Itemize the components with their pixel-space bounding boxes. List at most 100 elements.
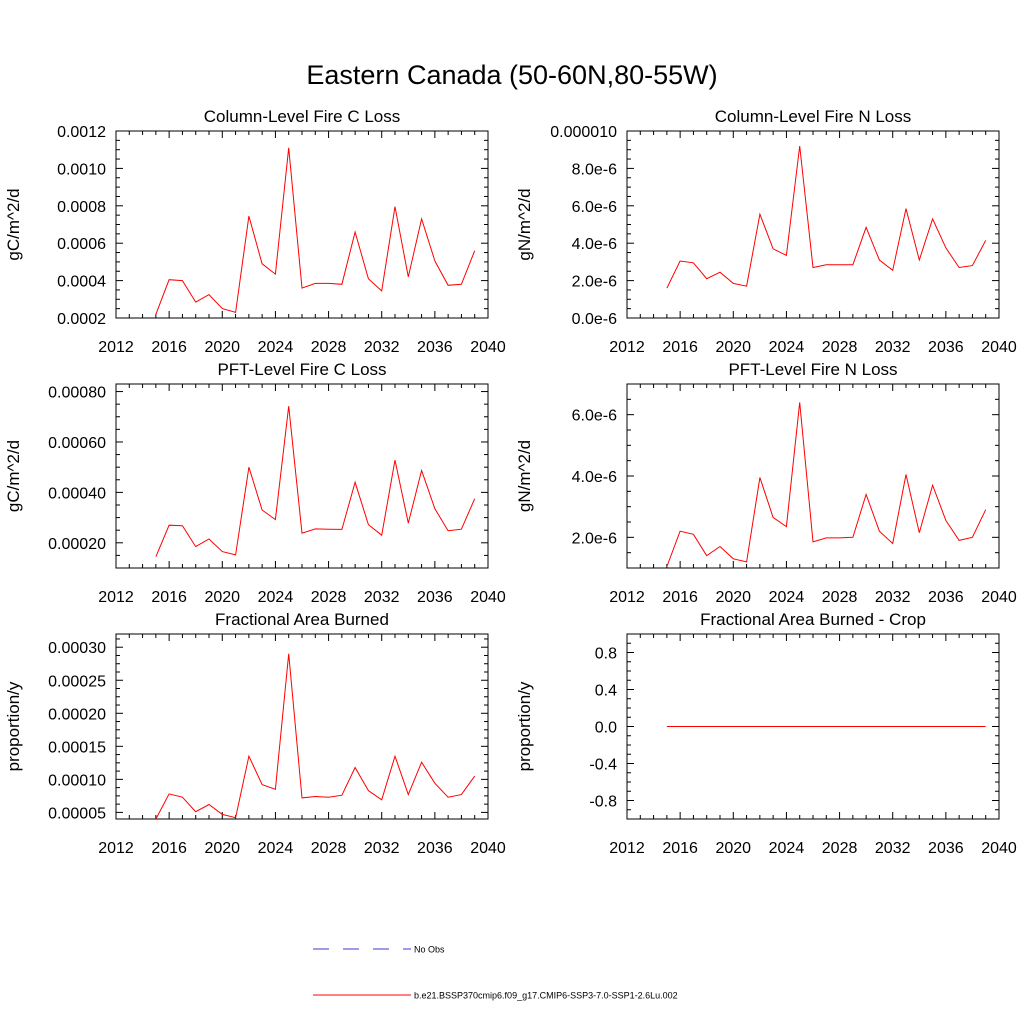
x-tick-label: 2036 [417, 840, 453, 857]
x-tick-label: 2024 [258, 589, 294, 606]
x-tick-label: 2036 [417, 339, 453, 356]
x-tick-label: 2016 [151, 339, 187, 356]
y-tick-label: 0.0e-6 [572, 311, 617, 328]
x-tick-label: 2028 [311, 339, 347, 356]
series-line [155, 406, 476, 557]
x-tick-label: 2020 [715, 339, 751, 356]
legend-label: b.e21.BSSP370cmip6.f09_g17.CMIP6-SSP3-7.… [414, 991, 678, 1001]
y-tick-label: 2.0e-6 [572, 530, 617, 547]
x-tick-label: 2028 [822, 840, 858, 857]
panel-title: Fractional Area Burned [215, 610, 389, 629]
plot-frame [626, 130, 1000, 319]
x-tick-label: 2016 [151, 589, 187, 606]
x-tick-label: 2024 [769, 589, 805, 606]
chart-panel-4: PFT-Level Fire N Loss gN/m^2/d 2012 2016 202… [515, 360, 1017, 606]
chart-panel-6: Fractional Area Burned - Crop proportion/… [515, 610, 1017, 857]
y-tick-label: -0.8 [589, 794, 617, 811]
x-tick-label: 2020 [204, 589, 240, 606]
y-tick-label: 0.00060 [48, 435, 106, 452]
x-tick-label: 2032 [364, 339, 400, 356]
panel-title: Column-Level Fire C Loss [204, 107, 401, 126]
series-line [155, 147, 476, 315]
plot-frame [115, 130, 489, 319]
panel-title: PFT-Level Fire N Loss [728, 360, 897, 379]
x-tick-label: 2040 [470, 840, 506, 857]
x-tick-label: 2016 [662, 840, 698, 857]
x-tick-label: 2036 [928, 339, 964, 356]
y-axis-label: proportion/y [4, 681, 23, 771]
panel-title: PFT-Level Fire C Loss [217, 360, 386, 379]
series-line [155, 653, 476, 820]
x-tick-label: 2020 [204, 339, 240, 356]
y-axis-label: proportion/y [515, 681, 534, 771]
chart-panel-1: Column-Level Fire C Loss gC/m^2/d 2012 2016… [4, 107, 506, 356]
y-tick-label: 6.0e-6 [572, 199, 617, 216]
y-tick-label: 0.00015 [48, 739, 106, 756]
x-tick-label: 2024 [258, 840, 294, 857]
x-tick-label: 2036 [928, 840, 964, 857]
x-tick-label: 2036 [417, 589, 453, 606]
y-axis-label: gN/m^2/d [515, 440, 534, 512]
figure-title: Eastern Canada (50-60N,80-55W) [306, 60, 717, 90]
x-tick-label: 2016 [662, 589, 698, 606]
x-tick-label: 2012 [98, 339, 134, 356]
x-tick-label: 2020 [715, 589, 751, 606]
x-tick-label: 2012 [609, 589, 645, 606]
legend-label: No Obs [414, 945, 445, 955]
y-tick-label: 4.0e-6 [572, 469, 617, 486]
x-tick-label: 2036 [928, 589, 964, 606]
chart-panel-2: Column-Level Fire N Loss gN/m^2/d 2012 2016… [515, 107, 1017, 356]
y-tick-label: 0.0 [595, 720, 617, 737]
y-tick-label: 0.0002 [57, 311, 106, 328]
y-tick-label: 0.00030 [48, 640, 106, 657]
y-tick-label: 0.0008 [57, 199, 106, 216]
y-axis-label: gN/m^2/d [515, 188, 534, 260]
x-tick-label: 2032 [364, 840, 400, 857]
x-tick-label: 2040 [470, 589, 506, 606]
panel-title: Column-Level Fire N Loss [715, 107, 912, 126]
y-tick-label: 4.0e-6 [572, 236, 617, 253]
y-axis-label: gC/m^2/d [4, 188, 23, 260]
y-tick-label: 0.0004 [57, 274, 106, 291]
x-tick-label: 2040 [981, 840, 1017, 857]
x-tick-label: 2032 [875, 840, 911, 857]
chart-panel-3: PFT-Level Fire C Loss gC/m^2/d 2012 2016 202… [4, 360, 506, 606]
plot-frame [115, 383, 489, 569]
y-tick-label: 2.0e-6 [572, 274, 617, 291]
x-tick-label: 2028 [311, 840, 347, 857]
y-tick-label: 8.0e-6 [572, 161, 617, 178]
y-axis-label: gC/m^2/d [4, 440, 23, 512]
plot-frame [115, 633, 489, 820]
series-line [666, 402, 987, 567]
y-tick-label: 0.00020 [48, 536, 106, 553]
y-tick-label: 0.00005 [48, 805, 106, 822]
y-tick-label: 0.00080 [48, 385, 106, 402]
x-tick-label: 2012 [609, 339, 645, 356]
y-tick-label: 0.0006 [57, 236, 106, 253]
x-tick-label: 2028 [311, 589, 347, 606]
x-tick-label: 2012 [609, 840, 645, 857]
x-tick-label: 2032 [875, 339, 911, 356]
x-tick-label: 2040 [470, 339, 506, 356]
y-tick-label: 0.4 [595, 683, 617, 700]
x-tick-label: 2020 [715, 840, 751, 857]
y-tick-label: -0.4 [589, 757, 617, 774]
y-tick-label: 0.000010 [550, 124, 617, 141]
y-tick-label: 0.0012 [57, 124, 106, 141]
panels: Column-Level Fire C Loss gC/m^2/d 2012 2016… [4, 107, 1017, 857]
x-tick-label: 2024 [258, 339, 294, 356]
x-tick-label: 2016 [151, 840, 187, 857]
y-tick-label: 0.00040 [48, 485, 106, 502]
x-tick-label: 2028 [822, 589, 858, 606]
panel-title: Fractional Area Burned - Crop [700, 610, 926, 629]
chart-panel-5: Fractional Area Burned proportion/y 2012 20… [4, 610, 506, 857]
x-tick-label: 2016 [662, 339, 698, 356]
legend: No Obs b.e21.BSSP370cmip6.f09_g17.CMIP6-S… [313, 945, 678, 1001]
series-line [666, 145, 987, 289]
y-tick-label: 0.00025 [48, 673, 106, 690]
x-tick-label: 2040 [981, 589, 1017, 606]
x-tick-label: 2032 [364, 589, 400, 606]
x-tick-label: 2020 [204, 840, 240, 857]
x-tick-label: 2012 [98, 589, 134, 606]
y-tick-label: 6.0e-6 [572, 408, 617, 425]
